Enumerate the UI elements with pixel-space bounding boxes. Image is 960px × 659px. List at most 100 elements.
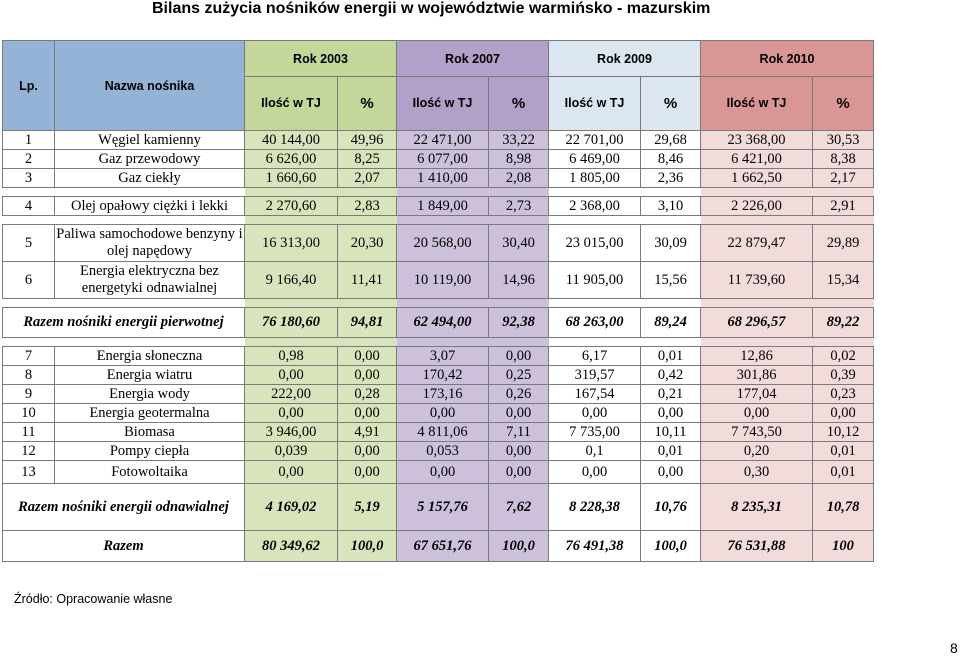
row-lp: 13 (2, 460, 55, 484)
row-lp: 12 (2, 441, 55, 461)
table-row: 5 Paliwa samochodowe benzyny i olej napęd… (2, 224, 874, 262)
row-pct: 2,17 (812, 168, 874, 188)
row-pct: 100,0 (337, 530, 397, 562)
row-name: Olej opałowy ciężki i lekki (54, 196, 245, 216)
row-amount: 20 568,00 (396, 224, 489, 262)
row-name: Gaz ciekły (54, 168, 245, 188)
spacer-cell (488, 298, 549, 308)
header-pct: % (812, 76, 874, 131)
row-pct: 2,36 (640, 168, 701, 188)
spacer-cell (640, 298, 701, 308)
page-title: Bilans zużycia nośników energii w wojewó… (152, 0, 711, 17)
row-amount: 11 905,00 (548, 261, 641, 299)
row-name: Energia geotermalna (54, 403, 245, 423)
spacer-cell (396, 337, 489, 347)
row-pct: 8,46 (640, 149, 701, 169)
spacer-cell (337, 298, 397, 308)
row-amount: 0,00 (700, 403, 813, 423)
row-amount: 8 235,31 (700, 483, 813, 531)
row-pct: 0,00 (337, 365, 397, 385)
row-amount: 1 660,60 (244, 168, 338, 188)
row-pct: 2,91 (812, 196, 874, 216)
row-amount: 301,86 (700, 365, 813, 385)
row-amount: 23 368,00 (700, 130, 813, 150)
row-lp: 9 (2, 384, 55, 404)
spacer-cell (244, 215, 338, 225)
spacer-cell (396, 187, 489, 197)
row-pct: 0,25 (488, 365, 549, 385)
row-pct: 20,30 (337, 224, 397, 262)
row-name: Energia wody (54, 384, 245, 404)
row-amount: 173,16 (396, 384, 489, 404)
row-amount: 22 879,47 (700, 224, 813, 262)
row-pct: 10,76 (640, 483, 701, 531)
row-pct: 49,96 (337, 130, 397, 150)
row-lp: 3 (2, 168, 55, 188)
row-name: Biomasa (54, 422, 245, 442)
row-pct: 0,00 (812, 403, 874, 423)
spacer-cell (488, 337, 549, 347)
row-pct: 0,01 (640, 346, 701, 366)
row-name: Paliwa samochodowe benzyny i olej napędo… (54, 224, 245, 262)
header-ilosc: Ilość w TJ (396, 76, 489, 131)
spacer-row (2, 298, 874, 308)
row-pct: 29,68 (640, 130, 701, 150)
row-amount: 1 805,00 (548, 168, 641, 188)
spacer-cell (640, 215, 701, 225)
table-body: 1 Węgiel kamienny 40 144,00 49,96 22 471,00 3… (2, 130, 874, 562)
row-pct: 94,81 (337, 307, 397, 338)
row-pct: 0,00 (488, 346, 549, 366)
spacer-cell (54, 215, 245, 225)
row-pct: 33,22 (488, 130, 549, 150)
row-amount: 222,00 (244, 384, 338, 404)
row-pct: 11,41 (337, 261, 397, 299)
header-ilosc: Ilość w TJ (548, 76, 641, 131)
row-amount: 5 157,76 (396, 483, 489, 531)
row-amount: 319,57 (548, 365, 641, 385)
row-amount: 0,00 (396, 460, 489, 484)
table-row: 12 Pompy ciepła 0,039 0,00 0,053 0,00 0,1 0,01 0… (2, 441, 874, 461)
row-pct: 0,21 (640, 384, 701, 404)
row-amount: 170,42 (396, 365, 489, 385)
row-name: Węgiel kamienny (54, 130, 245, 150)
row-pct: 100,0 (488, 530, 549, 562)
row-pct: 0,00 (337, 441, 397, 461)
spacer-cell (244, 187, 338, 197)
spacer-cell (2, 298, 55, 308)
spacer-cell (548, 298, 641, 308)
row-pct: 30,09 (640, 224, 701, 262)
total-row-all: Razem 80 349,62 100,0 67 651,76 100,0 76 491,… (2, 530, 874, 562)
row-pct: 8,98 (488, 149, 549, 169)
spacer-cell (54, 337, 245, 347)
row-pct: 0,00 (640, 460, 701, 484)
spacer-cell (548, 337, 641, 347)
spacer-cell (640, 337, 701, 347)
row-name: Razem nośniki energii odnawialnej (2, 483, 245, 531)
row-pct: 10,12 (812, 422, 874, 442)
spacer-cell (2, 215, 55, 225)
spacer-cell (54, 298, 245, 308)
spacer-cell (812, 187, 874, 197)
spacer-cell (812, 298, 874, 308)
source-note: Źródło: Opracowanie własne (14, 592, 173, 606)
total-row-primary: Razem nośniki energii pierwotnej 76 180,6… (2, 307, 874, 338)
table-row: 8 Energia wiatru 0,00 0,00 170,42 0,25 319,57 0… (2, 365, 874, 385)
spacer-cell (244, 298, 338, 308)
row-pct: 0,01 (812, 460, 874, 484)
row-amount: 3,07 (396, 346, 489, 366)
row-amount: 4 811,06 (396, 422, 489, 442)
row-pct: 0,42 (640, 365, 701, 385)
subheader-row: Ilość w TJ % Ilość w TJ % Ilość w TJ % I… (3, 76, 874, 131)
row-name: Energia elektryczna bez energetyki odnaw… (54, 261, 245, 299)
row-amount: 2 226,00 (700, 196, 813, 216)
row-pct: 8,25 (337, 149, 397, 169)
row-amount: 0,00 (548, 460, 641, 484)
table-row: 1 Węgiel kamienny 40 144,00 49,96 22 471,00 3… (2, 130, 874, 150)
row-pct: 15,56 (640, 261, 701, 299)
spacer-cell (396, 215, 489, 225)
row-pct: 7,11 (488, 422, 549, 442)
row-lp: 4 (2, 196, 55, 216)
row-lp: 2 (2, 149, 55, 169)
row-amount: 167,54 (548, 384, 641, 404)
spacer-cell (488, 187, 549, 197)
